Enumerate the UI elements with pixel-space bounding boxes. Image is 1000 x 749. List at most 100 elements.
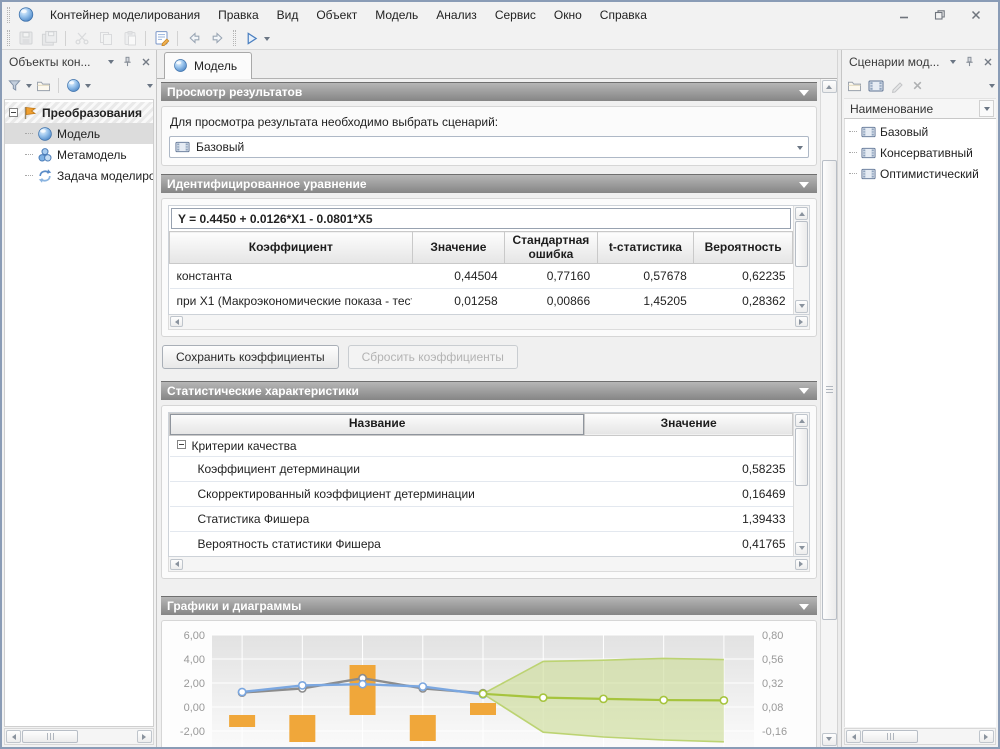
objects-hscrollbar[interactable] [4, 728, 154, 745]
collapse-arrow-icon[interactable] [799, 89, 809, 101]
scroll-left-button[interactable] [846, 730, 861, 743]
scroll-left-button[interactable] [6, 730, 21, 743]
scenario-film-icon[interactable] [866, 76, 885, 95]
forward-button[interactable] [206, 28, 229, 48]
col-header-coefficient[interactable]: Коэффициент [169, 231, 413, 264]
menu-item-service[interactable]: Сервис [494, 7, 536, 22]
edit-pencil-icon[interactable] [887, 76, 906, 95]
orb-dropdown-arrow[interactable] [85, 84, 91, 91]
collapse-expander-icon[interactable] [176, 439, 186, 449]
scenarios-hscrollbar[interactable] [844, 728, 996, 745]
scroll-thumb[interactable] [821, 160, 837, 620]
delete-icon[interactable] [908, 76, 927, 95]
scenario-item-base[interactable]: Базовый [845, 121, 996, 142]
panel-splitter[interactable] [837, 50, 841, 747]
column-filter-button[interactable] [979, 100, 994, 117]
save-button[interactable] [14, 28, 37, 48]
tree-item-metamodel[interactable]: Метамодель [5, 144, 153, 165]
run-dropdown-arrow[interactable] [264, 36, 270, 44]
scenario-item-optimistic[interactable]: Оптимистический [845, 163, 996, 184]
pin-icon[interactable] [122, 56, 133, 67]
tree-item-model[interactable]: Модель [5, 123, 153, 144]
copy-button[interactable] [94, 28, 117, 48]
group-row[interactable]: Критерии качества [169, 434, 793, 456]
scenario-combobox[interactable]: Базовый [169, 136, 809, 158]
table-row[interactable]: Статистика Фишера 1,39433 [169, 505, 793, 531]
col-header-value[interactable]: Значение [584, 412, 793, 436]
col-header-name[interactable]: Название [168, 412, 586, 436]
col-header-probability[interactable]: Вероятность [693, 231, 793, 264]
menu-item-object[interactable]: Объект [316, 7, 358, 22]
main-vscrollbar[interactable] [820, 79, 837, 747]
menu-item-window[interactable]: Окно [553, 7, 582, 22]
tab-model[interactable]: Модель [164, 52, 253, 79]
col-header-tstat[interactable]: t-статистика [597, 231, 695, 264]
table-row[interactable]: Вероятность статистики Фишера 0,41765 [169, 530, 793, 556]
scroll-thumb[interactable] [22, 730, 78, 743]
table-row[interactable]: Скорректированный коэффициент детерминац… [169, 480, 793, 506]
scroll-left-button[interactable] [170, 558, 183, 570]
table-row[interactable]: Коэффициент детерминации 0,58235 [169, 455, 793, 481]
menu-item-model[interactable]: Модель [375, 7, 419, 22]
toolbar-grip[interactable] [7, 6, 10, 23]
save-all-button[interactable] [38, 28, 61, 48]
scroll-down-button[interactable] [821, 733, 837, 746]
scroll-up-button[interactable] [795, 207, 808, 220]
tree-root-transformations[interactable]: Преобразования [5, 102, 153, 123]
toolbar-grip[interactable] [7, 30, 10, 46]
collapse-arrow-icon[interactable] [799, 603, 809, 615]
minimize-button[interactable] [896, 8, 912, 22]
close-button[interactable] [968, 8, 984, 22]
filter-icon[interactable] [5, 76, 24, 95]
restore-button[interactable] [932, 8, 948, 22]
scroll-right-button[interactable] [979, 730, 994, 743]
pin-icon[interactable] [964, 56, 975, 67]
tree-item-modeling-task[interactable]: Задача моделиро [5, 165, 153, 186]
equation-vscrollbar[interactable] [793, 206, 809, 314]
reset-coefficients-button[interactable]: Сбросить коэффициенты [347, 344, 518, 369]
panel-menu-arrow[interactable] [108, 60, 114, 67]
statistics-vscrollbar[interactable] [793, 412, 809, 556]
menu-item-edit[interactable]: Правка [218, 7, 259, 22]
collapse-arrow-icon[interactable] [799, 181, 809, 193]
save-coefficients-button[interactable]: Сохранить коэффициенты [162, 344, 339, 369]
scroll-down-button[interactable] [795, 299, 808, 313]
collapse-arrow-icon[interactable] [799, 388, 809, 399]
filter-dropdown-arrow[interactable] [26, 84, 32, 91]
scroll-left-button[interactable] [170, 316, 183, 327]
toolbar-grip[interactable] [233, 30, 236, 46]
cut-button[interactable] [70, 28, 93, 48]
col-header-stderr[interactable]: Стандартная ошибка [504, 231, 598, 264]
menu-item-view[interactable]: Вид [276, 7, 299, 22]
paste-button[interactable] [118, 28, 141, 48]
section-header-equation[interactable]: Идентифицированное уравнение [161, 174, 817, 193]
section-header-statistics[interactable]: Статистические характеристики [161, 380, 817, 400]
table-row[interactable]: при X1 (Макроэкономические показа - тест… [169, 288, 793, 314]
close-icon[interactable] [141, 57, 151, 67]
menu-item-container[interactable]: Контейнер моделирования [50, 7, 201, 22]
combobox-dropdown-arrow[interactable] [797, 145, 803, 153]
section-header-results[interactable]: Просмотр результатов [161, 82, 817, 101]
scroll-up-button[interactable] [795, 413, 808, 427]
scenario-item-conservative[interactable]: Консервативный [845, 142, 996, 163]
close-icon[interactable] [983, 57, 993, 67]
table-row[interactable]: константа 0,44504 0,77160 0,57678 0,6223… [169, 263, 793, 289]
toolbar-overflow-arrow[interactable] [989, 84, 995, 91]
folder-icon[interactable] [845, 76, 864, 95]
edit-properties-button[interactable] [150, 28, 173, 48]
statistics-hscrollbar[interactable] [168, 557, 810, 572]
panel-menu-arrow[interactable] [950, 60, 956, 67]
scroll-up-button[interactable] [821, 80, 837, 93]
scroll-right-button[interactable] [795, 558, 808, 570]
back-button[interactable] [182, 28, 205, 48]
equation-hscrollbar[interactable] [168, 314, 810, 330]
scroll-thumb[interactable] [862, 730, 918, 743]
model-orb-icon[interactable] [64, 76, 83, 95]
scroll-right-button[interactable] [137, 730, 152, 743]
scroll-right-button[interactable] [795, 316, 808, 327]
collapse-expander-icon[interactable] [9, 108, 18, 117]
scenarios-column-header[interactable]: Наименование [844, 98, 996, 119]
scroll-down-button[interactable] [795, 542, 808, 555]
col-header-value[interactable]: Значение [412, 231, 506, 264]
run-button[interactable] [240, 28, 263, 48]
